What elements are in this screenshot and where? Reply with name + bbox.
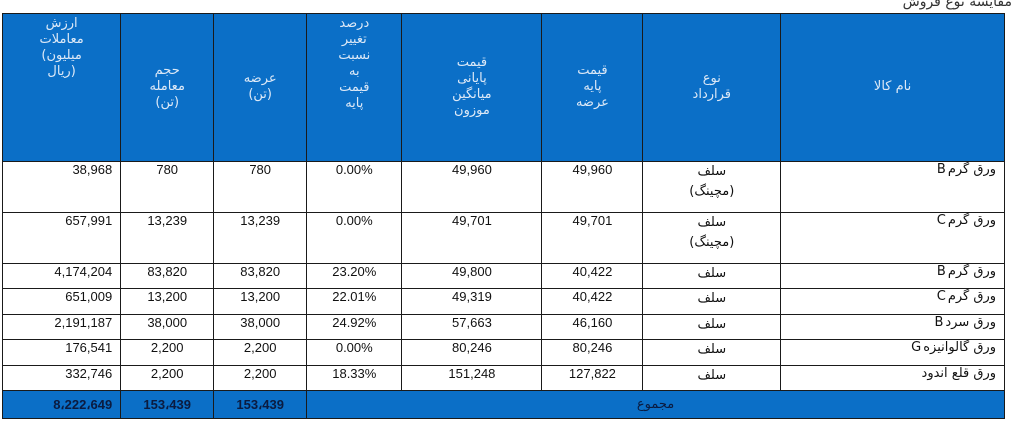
cell-trade-volume: 2,200	[120, 339, 215, 366]
totals-label: مجموع	[306, 390, 1005, 419]
cell-contract-type: سلف	[642, 288, 782, 315]
cell-final-price: 49,701	[401, 211, 543, 264]
cell-trade-volume: 83,820	[120, 262, 215, 290]
header-change-percent: درصد تغییر نسبت به قیمت پایه	[306, 13, 403, 162]
cell-trade-value: 332,746	[1, 364, 122, 392]
cell-final-price: 57,663	[401, 313, 543, 341]
cell-change-percent: 22.01%	[306, 288, 403, 315]
cell-final-price: 80,246	[401, 339, 543, 366]
header-contract-type: نوع قرارداد	[642, 13, 782, 162]
cell-contract-type: سلف	[642, 364, 782, 392]
cell-supply: 780	[213, 160, 308, 213]
cell-change-percent: 0.00%	[306, 211, 403, 264]
cell-trade-value: 657,991	[1, 211, 122, 264]
cell-change-percent: 0.00%	[306, 339, 403, 366]
cell-supply: 13,239	[213, 211, 308, 264]
cell-product-name: ورق سردB	[780, 313, 1005, 341]
table-row: 651,009 13,200 13,200 22.01% 49,319 40,4…	[1, 288, 1005, 315]
top-caption: مقایسه نوع فروش	[902, 0, 1012, 10]
cell-trade-value: 4,174,204	[1, 262, 122, 290]
cell-trade-value: 2,191,187	[1, 313, 122, 341]
cell-product-name: ورق گرمC	[780, 288, 1005, 315]
header-base-price: قیمت پایه عرضه	[541, 13, 644, 162]
top-caption-strip: مقایسه نوع فروش	[0, 0, 1024, 14]
cell-trade-volume: 13,200	[120, 288, 215, 315]
cell-final-price: 151,248	[401, 364, 543, 392]
table-row: 657,991 13,239 13,239 0.00% 49,701 49,70…	[1, 211, 1005, 264]
cell-trade-volume: 2,200	[120, 364, 215, 392]
header-supply: عرضه (تن)	[213, 13, 308, 162]
cell-trade-volume: 780	[120, 160, 215, 213]
cell-base-price: 80,246	[541, 339, 644, 366]
total-trade-value: 8،222،649	[1, 390, 122, 419]
cell-product-name: ورق قلع اندود	[780, 364, 1005, 392]
table-row: 332,746 2,200 2,200 18.33% 151,248 127,8…	[1, 364, 1005, 392]
cell-trade-value: 176,541	[1, 339, 122, 366]
cell-supply: 2,200	[213, 339, 308, 366]
table-row: 2,191,187 38,000 38,000 24.92% 57,663 46…	[1, 313, 1005, 341]
table-row: 4,174,204 83,820 83,820 23.20% 49,800 40…	[1, 262, 1005, 290]
cell-contract-type: سلف	[642, 313, 782, 341]
table-row: 38,968 780 780 0.00% 49,960 49,960 سلف (…	[1, 160, 1005, 213]
cell-trade-value: 651,009	[1, 288, 122, 315]
cell-base-price: 40,422	[541, 288, 644, 315]
header-trade-value: ارزش معاملات (میلیون ریال)	[1, 13, 122, 162]
cell-contract-type: سلف (مچینگ)	[642, 160, 782, 213]
cell-supply: 2,200	[213, 364, 308, 392]
cell-base-price: 49,960	[541, 160, 644, 213]
cell-supply: 83,820	[213, 262, 308, 290]
totals-row: 8،222،649 153،439 153،439 مجموع	[1, 390, 1005, 419]
cell-change-percent: 24.92%	[306, 313, 403, 341]
cell-product-name: ورق گرمB	[780, 262, 1005, 290]
cell-base-price: 46,160	[541, 313, 644, 341]
cell-supply: 13,200	[213, 288, 308, 315]
cell-change-percent: 18.33%	[306, 364, 403, 392]
cell-final-price: 49,800	[401, 262, 543, 290]
cell-change-percent: 23.20%	[306, 262, 403, 290]
header-final-price: قیمت پایانی میانگین موزون	[401, 13, 543, 162]
cell-contract-type: سلف	[642, 339, 782, 366]
cell-base-price: 49,701	[541, 211, 644, 264]
cell-trade-value: 38,968	[1, 160, 122, 213]
cell-product-name: ورق گرمC	[780, 211, 1005, 264]
cell-contract-type: سلف	[642, 262, 782, 290]
table-header-row: ارزش معاملات (میلیون ریال) حجم معامله (ت…	[1, 13, 1005, 162]
cell-contract-type: سلف (مچینگ)	[642, 211, 782, 264]
header-product-name: نام کالا	[780, 13, 1005, 162]
cell-base-price: 40,422	[541, 262, 644, 290]
total-trade-volume: 153،439	[120, 390, 215, 419]
cell-final-price: 49,960	[401, 160, 543, 213]
cell-final-price: 49,319	[401, 288, 543, 315]
total-supply: 153،439	[213, 390, 308, 419]
header-trade-volume: حجم معامله (تن)	[120, 13, 215, 162]
cell-base-price: 127,822	[541, 364, 644, 392]
cell-product-name: ورق گرمB	[780, 160, 1005, 213]
cell-product-name: ورق گالوانیزهG	[780, 339, 1005, 366]
trading-summary-table: ارزش معاملات (میلیون ریال) حجم معامله (ت…	[1, 13, 1005, 419]
cell-trade-volume: 38,000	[120, 313, 215, 341]
cell-trade-volume: 13,239	[120, 211, 215, 264]
cell-change-percent: 0.00%	[306, 160, 403, 213]
table-row: 176,541 2,200 2,200 0.00% 80,246 80,246 …	[1, 339, 1005, 366]
cell-supply: 38,000	[213, 313, 308, 341]
